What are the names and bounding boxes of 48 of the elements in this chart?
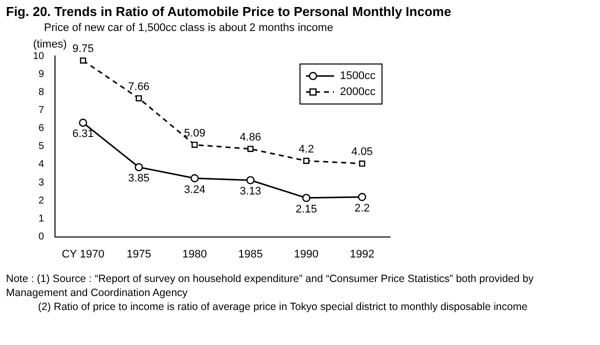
data-label: 2.2 (354, 202, 370, 215)
data-label: 7.66 (128, 80, 150, 93)
legend-label: 1500cc (340, 70, 376, 82)
point (247, 146, 254, 152)
x-tick-label: 1990 (294, 248, 319, 260)
point (246, 176, 255, 184)
text: Note : (1) Source : “Report of survey on household expenditure” and “Consumer Price Statistics” both provided by Management and Coordination Agency (6, 272, 535, 300)
point (190, 174, 199, 182)
point (80, 57, 86, 64)
data-label: 6.31 (72, 128, 94, 140)
data-label: 4.2 (298, 143, 314, 156)
y-tick-label: 8 (38, 86, 45, 98)
x-tick-label: 1985 (238, 248, 263, 260)
point (134, 163, 143, 172)
y-tick-label: 7 (38, 104, 45, 116)
y-tick-label: 2 (38, 195, 45, 206)
y-tick-label: 5 (38, 141, 45, 152)
point (303, 158, 310, 164)
point (192, 142, 198, 148)
point (359, 160, 366, 167)
y-axis-title: (times) (33, 38, 67, 51)
data-label: 9.75 (72, 43, 94, 56)
y-tick-label: 1 (38, 213, 45, 224)
point (136, 95, 142, 102)
data-label: 4.05 (351, 146, 373, 158)
x-tick-label: 1980 (182, 248, 207, 260)
x-tick-label: 1992 (350, 248, 374, 260)
x-tick-label: 1975 (126, 248, 152, 260)
y-tick-label: 0 (38, 232, 45, 243)
y-tick-label: 10 (33, 50, 45, 62)
y-tick-label: 9 (38, 68, 45, 80)
chart-title: Fig. 20. Trends in Ratio of Automobile Price to Personal Monthly Income (5, 3, 452, 19)
y-tick-label: 6 (38, 123, 45, 134)
y-tick-label: 3 (38, 177, 45, 188)
data-label: 4.86 (240, 131, 262, 144)
data-label: 3.13 (240, 186, 262, 198)
x-tick-label: CY 1970 (62, 248, 104, 260)
data-label: 2.15 (296, 203, 317, 216)
point (78, 118, 88, 127)
legend-label: 2000cc (340, 86, 376, 98)
data-label: 3.24 (184, 184, 206, 196)
y-tick-label: 4 (38, 159, 45, 170)
point (358, 192, 366, 202)
text: (2) Ratio of price to income is ratio of average price in Tokyo special district to monthly disposable income (37, 300, 528, 314)
data-label: 3.85 (128, 172, 150, 185)
data-label: 5.09 (184, 127, 206, 140)
chart-subtitle: Price of new car of 1,500cc class is about 2 months income (43, 21, 334, 34)
point (302, 194, 310, 202)
